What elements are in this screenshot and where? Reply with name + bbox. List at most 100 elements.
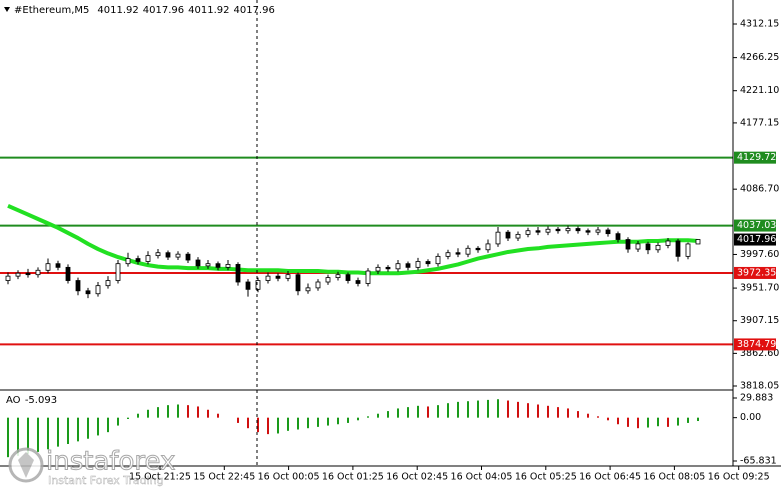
candle-body [695, 239, 701, 245]
y-tick-label: 3907.15 [740, 315, 779, 326]
x-tick-label: 16 Oct 02:45 [386, 472, 448, 483]
ao-tick-label: 29.883 [740, 392, 773, 403]
candle-body [25, 272, 31, 276]
candle-body [615, 233, 621, 240]
candle-body [185, 253, 191, 261]
x-tick-label: 16 Oct 08:05 [643, 472, 705, 483]
y-tick-label: 3862.60 [740, 348, 779, 359]
current-price-box [734, 233, 776, 246]
level-label: 3874.79 [737, 339, 776, 350]
candle-body [635, 243, 641, 250]
ao-header: AO -5.093 [6, 395, 57, 406]
candle-body [5, 275, 11, 281]
candle-body [585, 230, 591, 233]
candle-body [145, 255, 151, 262]
candle-body [125, 258, 131, 265]
candle-body [565, 228, 571, 232]
candle-body [95, 285, 101, 295]
candle-body [595, 229, 601, 233]
candle-body [265, 275, 271, 281]
candle-body [165, 252, 171, 258]
candle-body [135, 258, 141, 262]
x-tick-label: 16 Oct 01:25 [322, 472, 384, 483]
candle-body [115, 263, 121, 281]
candle-body [525, 230, 531, 235]
candle-body [15, 272, 21, 277]
candle-body [555, 228, 561, 232]
candle-body [205, 263, 211, 267]
candle-body [395, 263, 401, 270]
candle-body [235, 264, 241, 283]
candle-body [65, 266, 71, 281]
candle-body [575, 228, 581, 232]
candle-body [275, 275, 281, 279]
candle-body [285, 274, 291, 279]
logo-mark [18, 452, 34, 478]
current-price-label: 4017.96 [737, 234, 776, 245]
candle-body [545, 228, 551, 233]
candle-body [515, 233, 521, 239]
candle-body [535, 230, 541, 233]
menu-arrow [4, 7, 10, 12]
candle-body [195, 259, 201, 267]
candle-body [425, 261, 431, 265]
last-close: 4017.96 [233, 5, 274, 16]
candle-body [175, 253, 181, 258]
candle-body [455, 252, 461, 255]
last-high: 4017.96 [143, 5, 184, 16]
candle-body [415, 261, 421, 268]
candle-body [255, 280, 261, 290]
level-label-box [734, 266, 776, 279]
watermark: instaforex Instant Forex Trading [8, 446, 176, 487]
y-tick-label: 4312.15 [740, 18, 779, 29]
candle-body [245, 281, 251, 290]
x-tick-label: 16 Oct 06:45 [579, 472, 641, 483]
candle-body [685, 243, 691, 257]
candle-body [355, 280, 361, 284]
candle-body [485, 243, 491, 251]
ao-last: -5.093 [25, 395, 57, 406]
chart-header: #Ethereum,M5 4011.92 4017.96 4011.92 4017.96 [14, 5, 275, 16]
candle-body [85, 290, 91, 295]
candle-body [445, 252, 451, 257]
candle-body [495, 231, 501, 245]
x-tick-label: 15 Oct 21:25 [129, 472, 191, 483]
candle-body [155, 252, 161, 257]
plot-area [0, 156, 733, 458]
candle-body [335, 274, 341, 279]
candle-body [385, 266, 391, 270]
slogan: Instant Forex Trading [48, 474, 164, 487]
candle-body [675, 240, 681, 257]
y-tick-label: 3951.70 [740, 283, 779, 294]
candle-body [325, 277, 331, 283]
y-tick-label: 3818.05 [740, 381, 779, 392]
candle-body [305, 287, 311, 292]
candle-body [345, 274, 351, 281]
candle-body [375, 266, 381, 272]
candle-body [55, 263, 61, 268]
candle-body [505, 231, 511, 239]
x-tick-label: 15 Oct 22:45 [193, 472, 255, 483]
x-tick-label: 16 Oct 09:25 [708, 472, 770, 483]
candle-body [105, 280, 111, 287]
y-tick-label: 4086.70 [740, 184, 779, 195]
candle-body [35, 269, 41, 276]
candle-body [45, 263, 51, 271]
brand: instaforex [46, 447, 175, 477]
candle-body [665, 240, 671, 246]
candle-body [465, 247, 471, 255]
y-tick-label: 4221.10 [740, 85, 779, 96]
x-tick-label: 16 Oct 00:05 [258, 472, 320, 483]
x-tick-label: 16 Oct 05:25 [515, 472, 577, 483]
y-tick-label: 3997.60 [740, 249, 779, 260]
candle-body [405, 263, 411, 268]
level-label: 4037.03 [737, 220, 776, 231]
moving-average [7, 203, 699, 276]
candle-body [75, 280, 81, 292]
level-label-box [734, 219, 776, 232]
y-tick-label: 4177.15 [740, 117, 779, 128]
candle-body [315, 281, 321, 289]
ao-name: AO [6, 395, 21, 406]
